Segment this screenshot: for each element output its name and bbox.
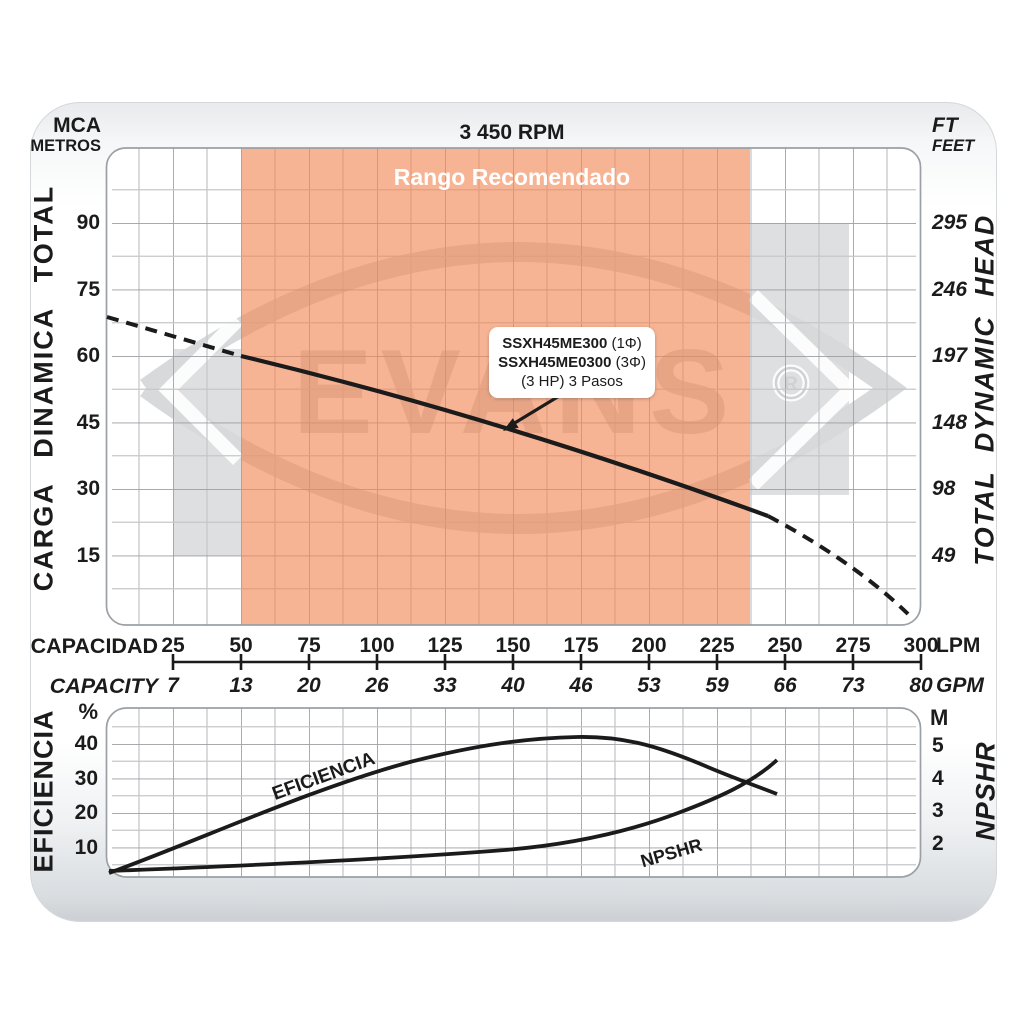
bottom-y-right-ticks: 5 4 3 2 [932,734,972,855]
gpm-unit-label: GPM [936,674,984,697]
y-right-tick-label: 98 [932,477,956,501]
gpm-tick-label: 53 [637,674,661,697]
gpm-tick-label: 73 [841,674,865,697]
efficiency-tick-label: 30 [74,766,98,790]
y-right-tick-label: 197 [932,344,968,368]
y-left-tick-label: 75 [76,277,100,301]
gpm-tick-label: 7 [167,674,179,697]
arrowhead-icon [503,418,519,431]
lpm-tick-label: 50 [229,634,253,657]
gpm-tick-label: 66 [773,674,797,697]
left-unit-block: MCA METROS [20,114,101,156]
model-callout-box: SSXH45ME300 (1Φ) SSXH45ME0300 (3Φ) (3 HP… [489,327,655,398]
efficiency-axis-title: EFICIENCIA [28,709,59,873]
model-1-phase: (1Φ) [607,335,642,352]
lpm-tick-row: 25 50 75 100 125 150 175 200 225 250 275 300 [139,634,955,658]
left-unit-metros: METROS [30,137,101,155]
gpm-tick-label: 33 [433,674,457,697]
npshr-tick-label: 5 [932,734,944,757]
efficiency-tick-label: 20 [74,801,98,825]
capacity-axis [171,654,923,670]
gpm-tick-row: 7 13 20 26 33 40 46 53 59 66 73 80 [139,674,955,698]
gpm-tick-label: 40 [501,674,525,697]
efficiency-tick-label: 40 [74,732,98,755]
capacity-label-es: CAPACIDAD [30,634,158,658]
y-right-tick-label: 49 [932,543,956,567]
head-curve-dashed-right [767,514,910,616]
top-y-right-ticks: 295 246 197 148 98 49 [932,211,994,567]
capacity-axis-ticks [171,654,923,670]
right-unit-block: FT FEET [932,114,1002,156]
npshr-axis-title: NPSHR [970,741,1001,841]
lpm-tick-label: 75 [297,634,321,657]
npshr-curve [108,758,779,873]
lpm-tick-label: 200 [631,634,667,657]
model-2-code: SSXH45ME0300 [498,354,612,371]
lpm-tick-label: 175 [563,634,599,657]
capacity-label-en: CAPACITY [49,674,158,698]
gpm-tick-label: 20 [297,674,321,697]
gpm-tick-label: 26 [365,674,389,697]
head-curve-solid [240,353,769,518]
gpm-tick-label: 80 [909,674,933,697]
top-plot-border [105,147,922,626]
model-line-2: SSXH45ME0300 (3Φ) [495,353,649,372]
lpm-tick-label: 250 [767,634,803,657]
top-y-left-ticks: 90 75 60 45 30 15 [40,211,100,567]
lpm-tick-label: 100 [359,634,395,657]
lpm-tick-label: 275 [835,634,871,657]
gpm-tick-label: 59 [705,674,729,697]
meters-unit-label: M [930,705,949,730]
y-left-tick-label: 30 [76,477,100,501]
npshr-tick-label: 3 [932,799,944,823]
model-line-3: (3 HP) 3 Pasos [521,373,623,390]
npshr-tick-label: 4 [932,766,944,790]
head-curve [106,315,910,616]
model-2-phase: (3Φ) [611,354,646,371]
model-1-code: SSXH45ME300 [502,335,608,352]
gpm-tick-label: 13 [229,674,253,697]
lpm-tick-label: 225 [699,634,735,657]
bottom-plot-border [105,707,922,878]
lpm-tick-label: 300 [903,634,939,657]
y-left-tick-label: 60 [76,344,100,368]
y-left-tick-label: 90 [76,211,100,234]
bottom-y-left-ticks: 40 30 20 10 [40,732,98,859]
speed-title: 3 450 RPM [459,121,565,144]
gpm-tick-label: 46 [569,674,593,697]
lpm-tick-label: 25 [161,634,185,657]
head-curve-dashed-left [106,315,242,358]
left-unit-mca: MCA [53,114,101,137]
y-right-tick-label: 246 [932,277,968,301]
y-right-tick-label: 148 [932,410,968,434]
y-right-tick-label: 295 [932,211,968,234]
model-line-1: SSXH45ME300 (1Φ) [495,334,649,353]
lpm-tick-label: 125 [427,634,463,657]
y-left-tick-label: 45 [76,410,100,434]
npshr-tick-label: 2 [932,831,944,855]
lpm-unit-label: LPM [936,634,981,657]
efficiency-tick-label: 10 [74,835,98,859]
y-left-tick-label: 15 [76,543,100,567]
recommended-range-label: Rango Recomendado [393,164,631,190]
lpm-tick-label: 150 [495,634,531,657]
right-unit-ft: FT [932,114,958,137]
efficiency-curve [108,735,778,875]
percent-unit-label: % [78,699,98,724]
right-unit-feet: FEET [932,137,975,155]
